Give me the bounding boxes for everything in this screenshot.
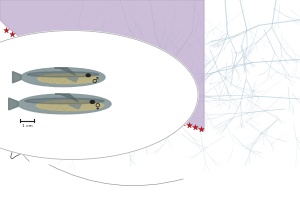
- Point: [193, 125, 197, 128]
- Ellipse shape: [18, 94, 111, 114]
- Point: [112, 69, 116, 72]
- Point: [40, 54, 44, 57]
- Point: [199, 127, 203, 130]
- Circle shape: [86, 74, 90, 77]
- Point: [4, 28, 8, 31]
- Circle shape: [90, 101, 94, 103]
- Polygon shape: [9, 98, 18, 110]
- Polygon shape: [13, 72, 21, 83]
- Point: [16, 38, 20, 41]
- Point: [148, 86, 152, 89]
- Ellipse shape: [38, 74, 98, 84]
- Point: [187, 123, 191, 126]
- Point: [163, 109, 167, 112]
- Ellipse shape: [25, 98, 104, 104]
- Point: [34, 50, 38, 53]
- Polygon shape: [55, 94, 79, 102]
- Text: 1 cm: 1 cm: [22, 124, 32, 128]
- Point: [10, 32, 14, 35]
- Ellipse shape: [21, 68, 105, 87]
- Ellipse shape: [37, 100, 104, 111]
- Point: [58, 62, 62, 65]
- Polygon shape: [67, 78, 78, 82]
- Point: [91, 70, 95, 73]
- Point: [169, 113, 173, 116]
- Point: [142, 80, 146, 83]
- Point: [136, 74, 140, 77]
- Ellipse shape: [27, 72, 99, 77]
- Point: [157, 103, 161, 107]
- Point: [175, 117, 179, 120]
- Text: ♂: ♂: [92, 76, 98, 85]
- Point: [28, 46, 32, 49]
- Point: [70, 66, 74, 69]
- Text: ♀: ♀: [94, 102, 100, 111]
- Point: [49, 58, 53, 61]
- Point: [154, 97, 158, 101]
- Polygon shape: [69, 104, 81, 109]
- Point: [103, 70, 107, 73]
- Ellipse shape: [0, 30, 198, 160]
- Polygon shape: [55, 68, 76, 75]
- Point: [181, 121, 185, 124]
- Point: [82, 68, 86, 71]
- Point: [151, 91, 155, 95]
- Polygon shape: [0, 0, 204, 131]
- Point: [22, 42, 26, 45]
